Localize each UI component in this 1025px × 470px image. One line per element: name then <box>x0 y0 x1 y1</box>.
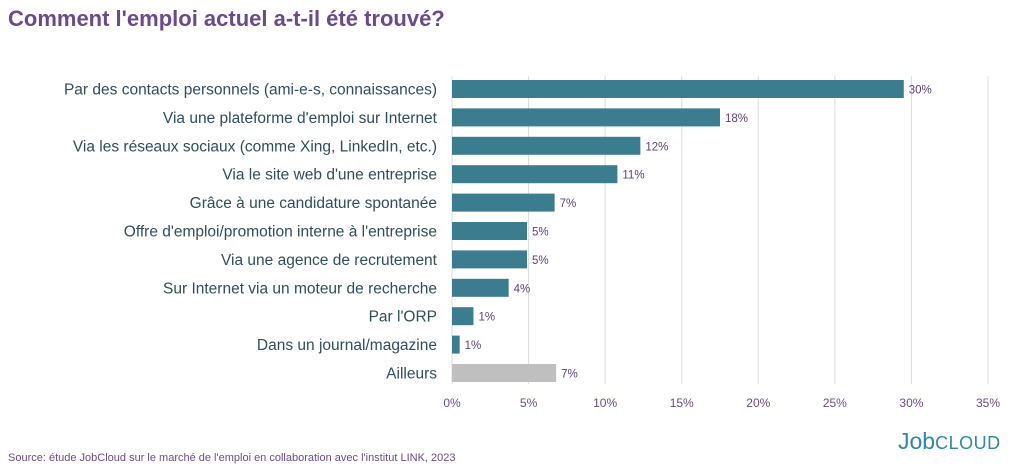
x-tick-label: 5% <box>520 396 538 410</box>
x-tick-label: 25% <box>823 396 847 410</box>
bars <box>452 80 904 382</box>
bar <box>452 250 528 269</box>
logo-cloud: CLOUD <box>935 433 1001 453</box>
source-note: Source: étude JobCloud sur le marché de … <box>8 452 456 464</box>
bar-chart: Par des contacts personnels (ami-e-s, co… <box>64 76 1000 410</box>
bar <box>452 136 641 155</box>
bar <box>452 364 557 382</box>
category-label: Via une plateforme d'emploi sur Internet <box>163 110 438 127</box>
logo-job: Job <box>898 428 936 454</box>
bar <box>452 307 474 326</box>
value-label: 18% <box>725 113 748 125</box>
value-label: 12% <box>645 141 668 153</box>
category-label: Sur Internet via un moteur de recherche <box>163 280 437 297</box>
bar <box>452 335 460 354</box>
bar <box>452 108 720 127</box>
value-label: 1% <box>478 312 495 324</box>
value-label: 7% <box>560 198 577 210</box>
value-label: 4% <box>514 283 531 295</box>
jobcloud-logo: JobCLOUD <box>898 428 1001 455</box>
category-labels: Par des contacts personnels (ami-e-s, co… <box>64 82 438 383</box>
bar <box>452 165 618 184</box>
bar <box>452 193 555 212</box>
grid-lines <box>451 76 989 384</box>
x-tick-label: 20% <box>746 396 770 410</box>
x-tick-label: 10% <box>593 396 617 410</box>
bar <box>452 278 509 297</box>
chart-title: Comment l'emploi actuel a-t-il été trouv… <box>8 6 445 31</box>
value-label: 30% <box>909 85 932 97</box>
x-tick-label: 30% <box>899 396 923 410</box>
bar <box>452 80 904 98</box>
x-axis-ticks: 0% 5% 10% 15% 20% 25% 30% 35% <box>443 396 1000 410</box>
value-labels: 30% 18% 12% 11% 7% 5% 5% 4% 1% 1% 7% <box>465 85 932 381</box>
value-label: 5% <box>532 255 549 267</box>
category-label: Via le site web d'une entreprise <box>222 167 437 184</box>
value-label: 5% <box>532 227 549 239</box>
value-label: 7% <box>561 369 578 381</box>
x-tick-label: 15% <box>670 396 694 410</box>
category-label: Par des contacts personnels (ami-e-s, co… <box>64 82 437 99</box>
value-label: 1% <box>465 340 482 352</box>
category-label: Via une agence de recrutement <box>221 252 438 269</box>
category-label: Dans un journal/magazine <box>257 337 437 354</box>
bar <box>452 222 528 240</box>
category-label: Via les réseaux sociaux (comme Xing, Lin… <box>73 138 437 155</box>
category-label: Ailleurs <box>386 366 437 383</box>
x-tick-label: 0% <box>443 396 461 410</box>
value-label: 11% <box>622 170 644 182</box>
category-label: Grâce à une candidature spontanée <box>190 195 437 212</box>
category-label: Offre d'emploi/promotion interne à l'ent… <box>124 224 437 241</box>
x-tick-label: 35% <box>976 396 1000 410</box>
category-label: Par l'ORP <box>369 309 437 326</box>
